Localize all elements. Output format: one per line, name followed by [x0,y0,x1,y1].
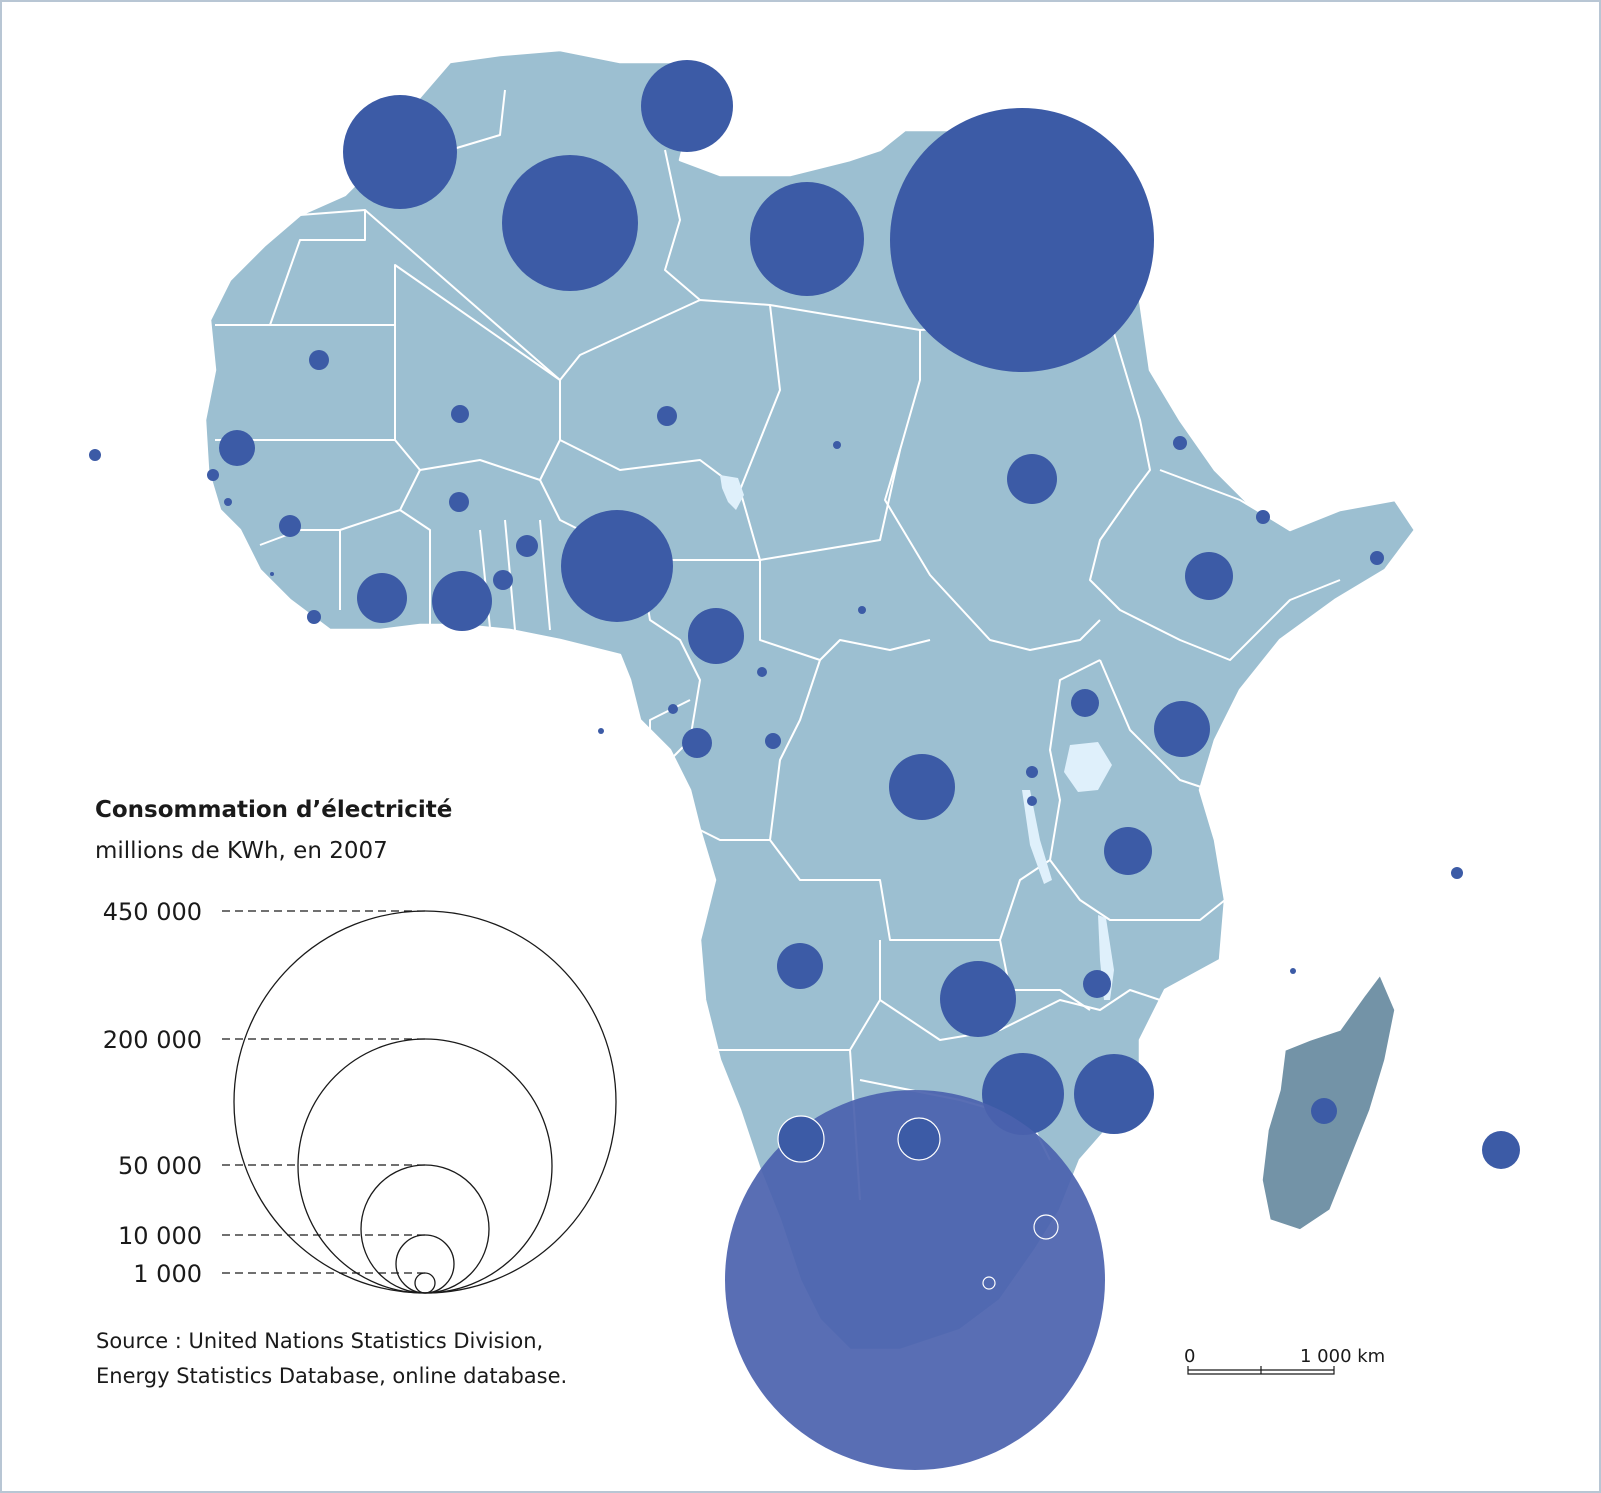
bubble-equatorial-guinea [757,667,767,677]
bubble-ghana [432,571,492,631]
bubble-botswana-outline [897,1117,941,1161]
bubble-lesotho-outline [982,1276,996,1290]
legend-circle-50000 [360,1164,490,1294]
bubble-nigeria [561,510,673,622]
bubble-morocco [343,95,457,209]
legend-value-10000: 10 000 [118,1222,202,1250]
bubble-sierra-leone [270,572,274,576]
bubble-car [858,606,866,614]
legend-value-1000: 1 000 [133,1260,202,1288]
bubble-cape-verde [89,449,101,461]
bubble-togo [493,570,513,590]
legend-value-450000: 450 000 [103,898,202,926]
bubble-somalia [1370,551,1384,565]
bubble-niger [451,405,469,423]
bubble-cote-divoire [357,573,407,623]
lake-chad [720,475,744,510]
bubble-mauritius [1482,1131,1520,1169]
scale-bar-line [1187,1366,1335,1375]
source-line-2: Energy Statistics Database, online datab… [96,1364,567,1388]
bubble-benin [516,535,538,557]
legend-value-200000: 200 000 [103,1026,202,1054]
legend-title: Consommation d’électricité [95,797,452,823]
bubble-guinea-bissau [224,498,232,506]
legend-circle-450000 [233,910,617,1294]
bubble-zambia [940,961,1016,1037]
legend-circle-10000 [395,1234,455,1294]
bubble-angola [777,943,823,989]
bubble-comoros [1290,968,1296,974]
bubble-libya [750,182,864,296]
bubble-eritrea [1173,436,1187,450]
africa-landmass [203,48,1417,1352]
bubble-mozambique [1074,1054,1154,1134]
bubble-kenya [1154,701,1210,757]
bubble-guinea [279,515,301,537]
bubble-tanzania [1104,827,1152,875]
bubble-drc [889,754,955,820]
bubble-mali [309,350,329,370]
bubble-sao-tome [668,704,678,714]
bubble-gabon [682,728,712,758]
lake-tanganyika [1022,790,1052,884]
bubble-burundi [1027,796,1037,806]
bubble-liberia [307,610,321,624]
bubble-south-africa [725,1090,1105,1470]
bubble-swaziland-outline [1033,1214,1059,1240]
bubble-chad-north [657,406,677,426]
source-note: Source : United Nations Statistics Divis… [96,1329,567,1388]
bubble-namibia [778,1116,824,1162]
bubble-rwanda [1026,766,1038,778]
bubble-gambia [207,469,219,481]
legend-subtitle: millions de KWh, en 2007 [95,838,388,864]
bubble-congo [765,733,781,749]
scale-distance-label: 1 000 km [1300,1346,1385,1367]
bubble-senegal [219,430,255,466]
bubble-cameroon [688,608,744,664]
scale-bar: 0 1 000 km [1184,1346,1385,1375]
legend-value-50000: 50 000 [118,1152,202,1180]
scale-zero-label: 0 [1184,1346,1195,1367]
legend: Consommation d’électricité millions de K… [95,797,617,1294]
bubble-seychelles [1451,867,1463,879]
bubble-west-island [598,728,604,734]
bubble-chad [833,441,841,449]
bubble-burkina [449,492,469,512]
source-line-1: Source : United Nations Statistics Divis… [96,1329,543,1353]
legend-circle-1000 [414,1272,436,1294]
bubble-botswana [898,1118,940,1160]
bubble-sudan [1007,454,1057,504]
bubble-uganda [1071,689,1099,717]
bubble-algeria [502,155,638,291]
bubble-egypt [890,108,1154,372]
legend-circle-200000 [297,1038,553,1294]
bubble-tunisia [641,60,733,152]
bubble-malawi [1083,970,1111,998]
lake-victoria [1064,742,1112,792]
bubble-ethiopia [1185,552,1233,600]
bubble-namibia-outline [777,1115,825,1163]
bubble-djibouti [1256,510,1270,524]
bubble-madagascar [1311,1098,1337,1124]
consumption-bubbles [89,60,1520,1470]
